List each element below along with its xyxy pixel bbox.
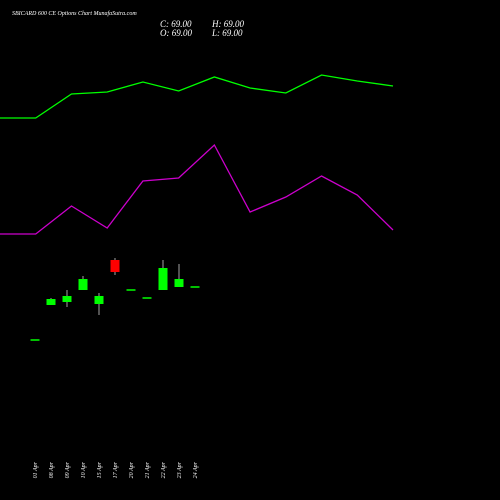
candle-body [190,286,200,288]
ohlc-label: O: 69.00 [160,28,192,38]
x-tick-label: 23 Apr [177,461,183,478]
x-tick-label: 20 Apr [129,461,135,478]
candle-body [126,289,136,291]
indicator-line [0,74,394,119]
indicator-line [0,143,394,235]
candle-body [174,279,184,287]
ohlc-label: L: 69.00 [211,28,243,38]
candle-body [46,299,56,305]
x-tick-label: 24 Apr [192,461,199,478]
candle-body [158,268,168,290]
candle-body [142,297,152,299]
x-tick-label: 15 Apr [97,461,103,478]
chart-title: SBICARD 600 CE Options Chart MunafaSutra… [12,10,137,17]
x-tick-label: 17 Apr [113,461,119,478]
x-tick-label: 01 Apr [33,461,39,478]
ohlc-label: C: 69.00 [160,19,192,29]
ohlc-label: H: 69.00 [211,19,244,29]
candle-body [94,296,104,304]
candle-body [30,339,40,341]
candle-body [78,279,88,290]
x-tick-label: 10 Apr [81,461,87,478]
x-tick-label: 21 Apr [145,461,151,478]
x-tick-label: 22 Apr [161,461,167,478]
x-tick-label: 08 Apr [49,461,55,478]
x-tick-label: 09 Apr [65,461,71,478]
candle-body [62,296,72,302]
candle-body [110,260,120,272]
